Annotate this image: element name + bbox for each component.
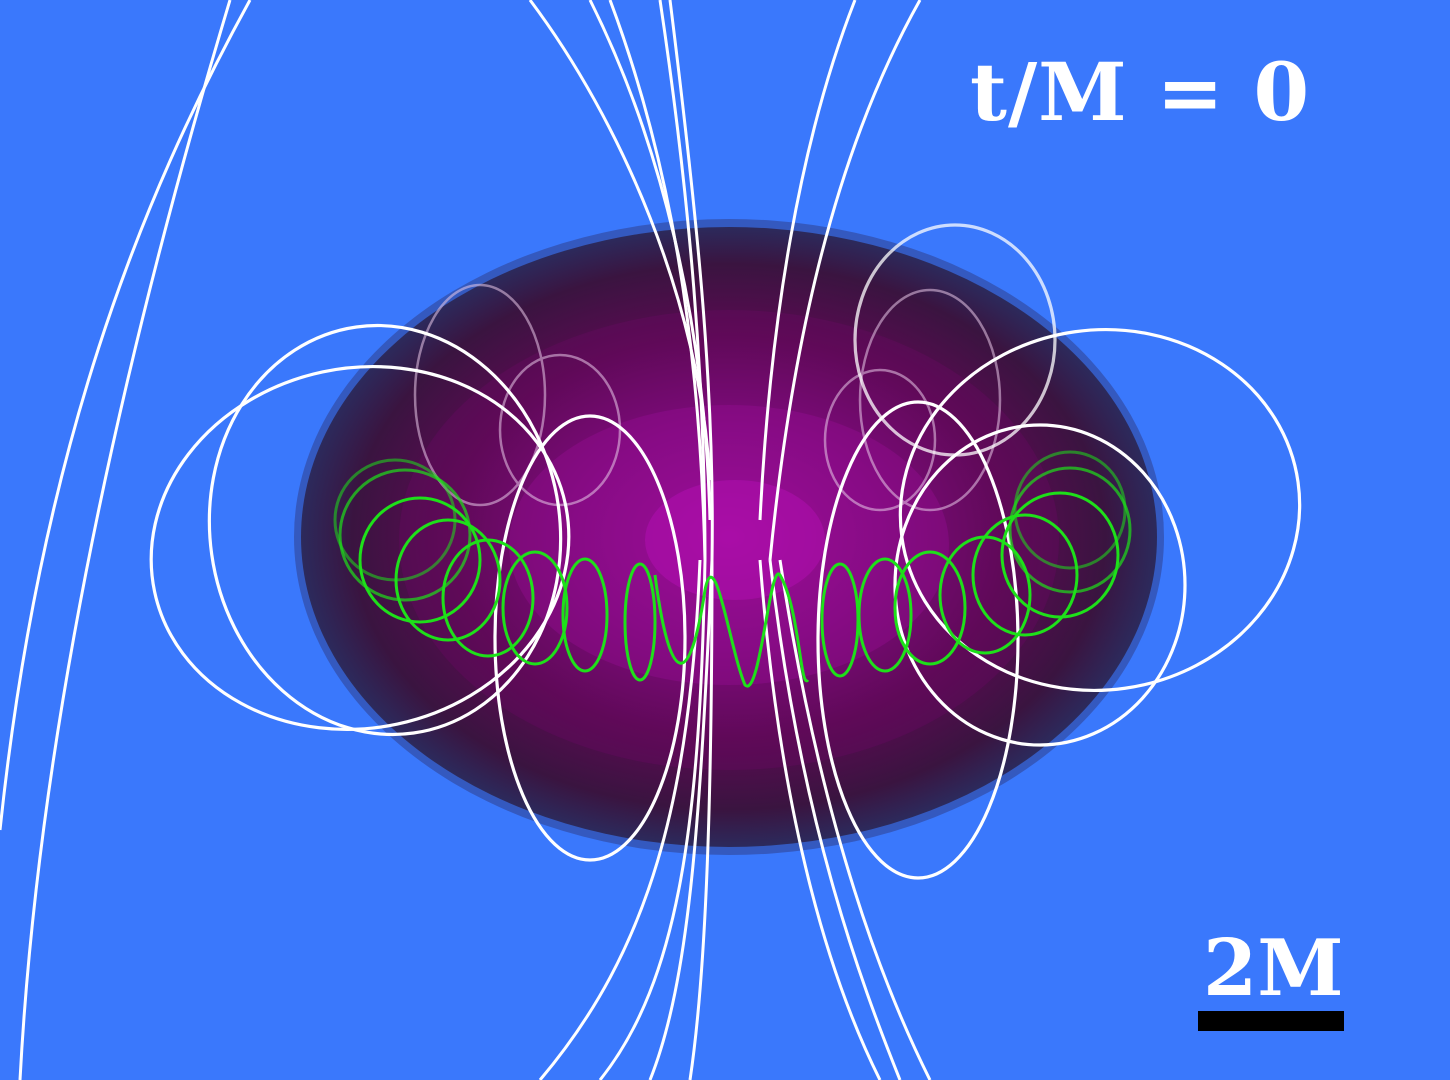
neutron-star [294,219,1164,855]
time-label: t/M = 0 [970,45,1311,139]
poloidal-field-lines-back [413,283,1002,512]
closed-field-loops [149,223,1302,880]
toroidal-field-coil [333,450,1132,688]
scale-bar [1198,1011,1344,1031]
open-field-lines [0,0,932,1080]
scale-label: 2M [1203,923,1344,1014]
